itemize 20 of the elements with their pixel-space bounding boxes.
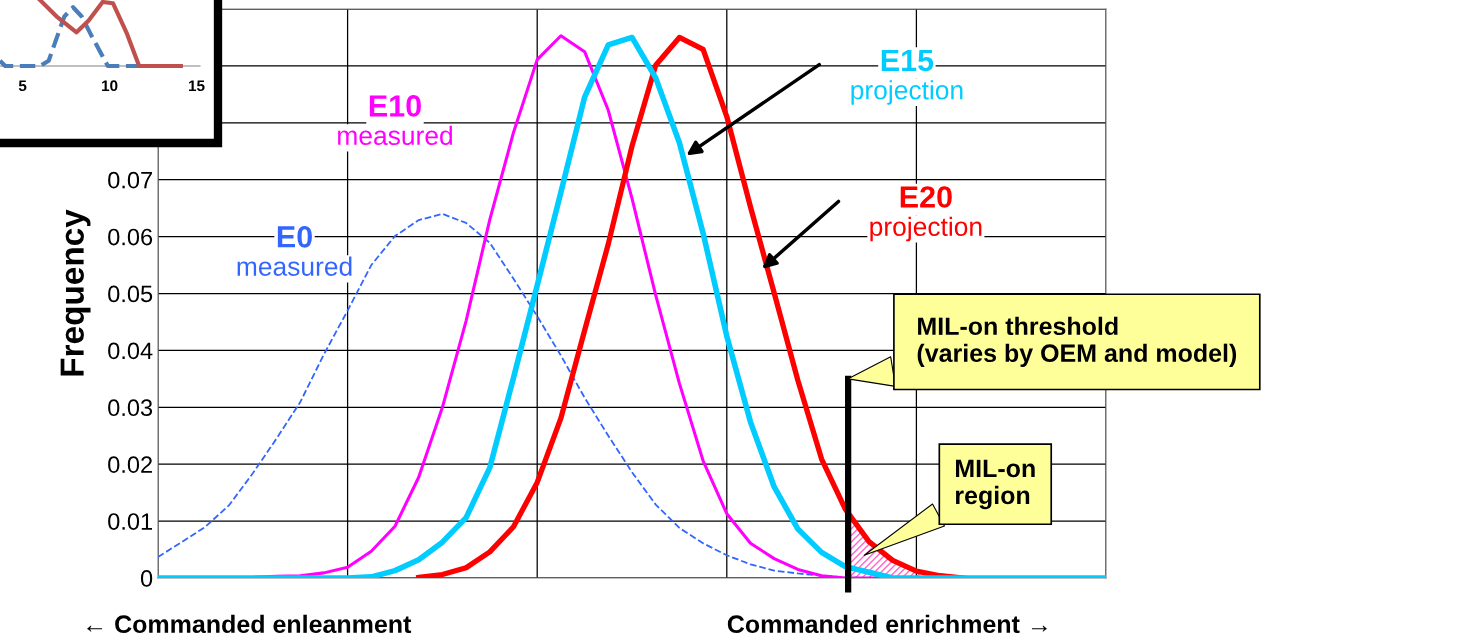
x-tick-label: 10	[102, 80, 118, 92]
y-tick-label: 0.05	[108, 285, 153, 303]
y-tick-label: 0.07	[108, 171, 152, 189]
text: E15 projection	[851, 49, 963, 105]
y-tick-label: 0.03	[108, 399, 153, 417]
y-tick-label: 0.02	[108, 456, 152, 473]
annotation: MIL-on threshold (varies by OEM and model)	[917, 316, 1237, 367]
x-tick-label: 5	[18, 80, 27, 92]
x-tick-label: 15	[188, 80, 205, 92]
y-tick-label: 0	[140, 570, 153, 587]
text: E20 projection	[870, 186, 982, 242]
y-tick-label: 0.04	[108, 342, 153, 360]
series-label: E10 measured	[338, 95, 452, 146]
annotation: MIL-on region	[955, 459, 1035, 510]
y-tick-label: 0.06	[108, 228, 153, 246]
text: ← Commanded enleanment	[87, 614, 412, 634]
y-axis-title: Frequency	[60, 209, 91, 376]
text: Commanded enrichment →	[727, 614, 1047, 634]
series-label: E0 measured	[237, 225, 352, 276]
y-tick-label: 0.01	[108, 513, 152, 530]
